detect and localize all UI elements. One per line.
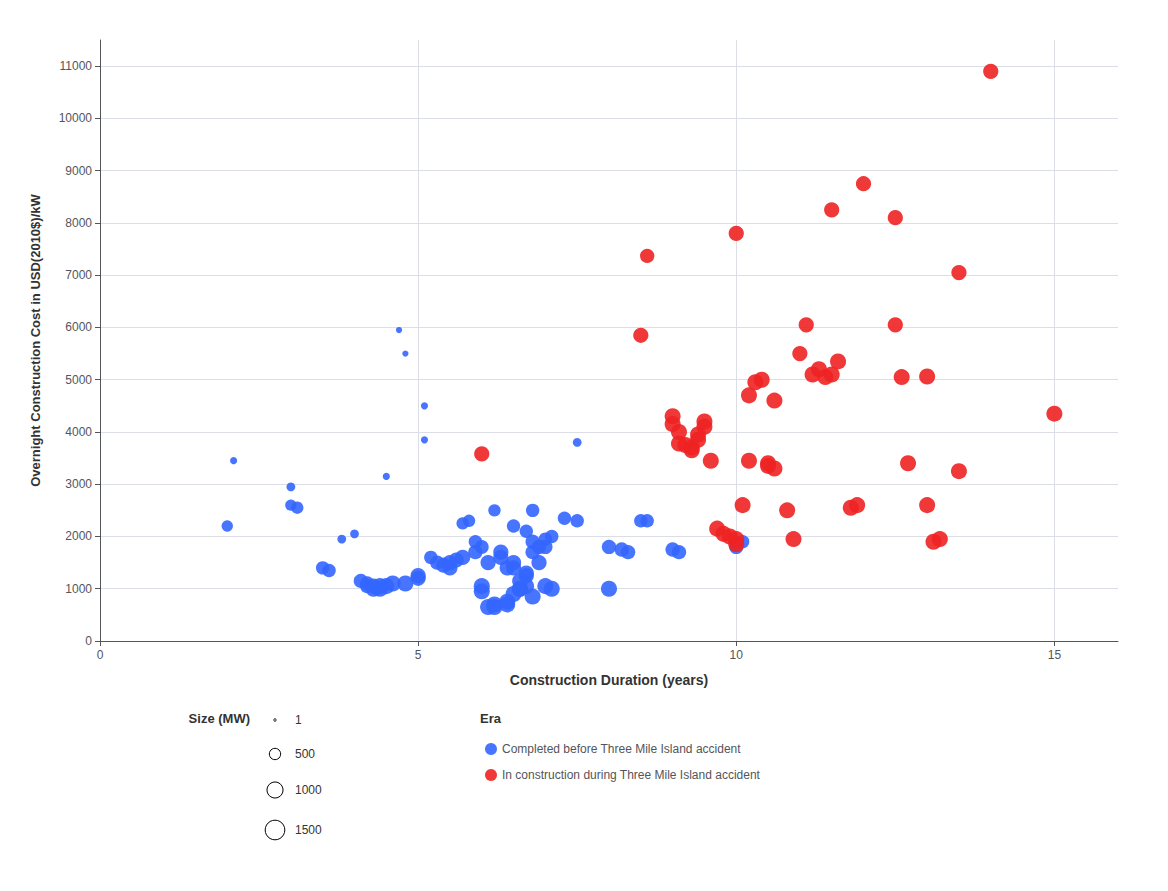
svg-text:1000: 1000 bbox=[295, 783, 322, 797]
svg-text:10000: 10000 bbox=[59, 111, 93, 125]
svg-text:1000: 1000 bbox=[65, 582, 92, 596]
svg-text:Construction Duration (years): Construction Duration (years) bbox=[510, 672, 708, 688]
svg-text:Completed before Three Mile Is: Completed before Three Mile Island accid… bbox=[502, 742, 741, 756]
svg-text:4000: 4000 bbox=[65, 425, 92, 439]
svg-text:0: 0 bbox=[97, 648, 104, 662]
svg-text:5000: 5000 bbox=[65, 373, 92, 387]
svg-text:1500: 1500 bbox=[295, 823, 322, 837]
svg-text:2000: 2000 bbox=[65, 529, 92, 543]
svg-text:5: 5 bbox=[415, 648, 422, 662]
svg-text:Era: Era bbox=[480, 711, 502, 726]
svg-text:15: 15 bbox=[1048, 648, 1062, 662]
svg-text:11000: 11000 bbox=[60, 59, 93, 73]
svg-text:10: 10 bbox=[730, 648, 744, 662]
svg-text:0: 0 bbox=[85, 634, 92, 648]
svg-text:Size (MW): Size (MW) bbox=[189, 711, 250, 726]
svg-text:1: 1 bbox=[295, 713, 302, 727]
svg-text:6000: 6000 bbox=[65, 320, 92, 334]
svg-text:9000: 9000 bbox=[65, 164, 92, 178]
svg-text:7000: 7000 bbox=[65, 268, 92, 282]
svg-text:3000: 3000 bbox=[65, 477, 92, 491]
svg-text:Overnight Construction Cost in: Overnight Construction Cost in USD(2010$… bbox=[28, 194, 43, 487]
svg-text:500: 500 bbox=[295, 747, 315, 761]
svg-text:8000: 8000 bbox=[65, 216, 92, 230]
svg-text:In construction during Three M: In construction during Three Mile Island… bbox=[502, 768, 761, 782]
